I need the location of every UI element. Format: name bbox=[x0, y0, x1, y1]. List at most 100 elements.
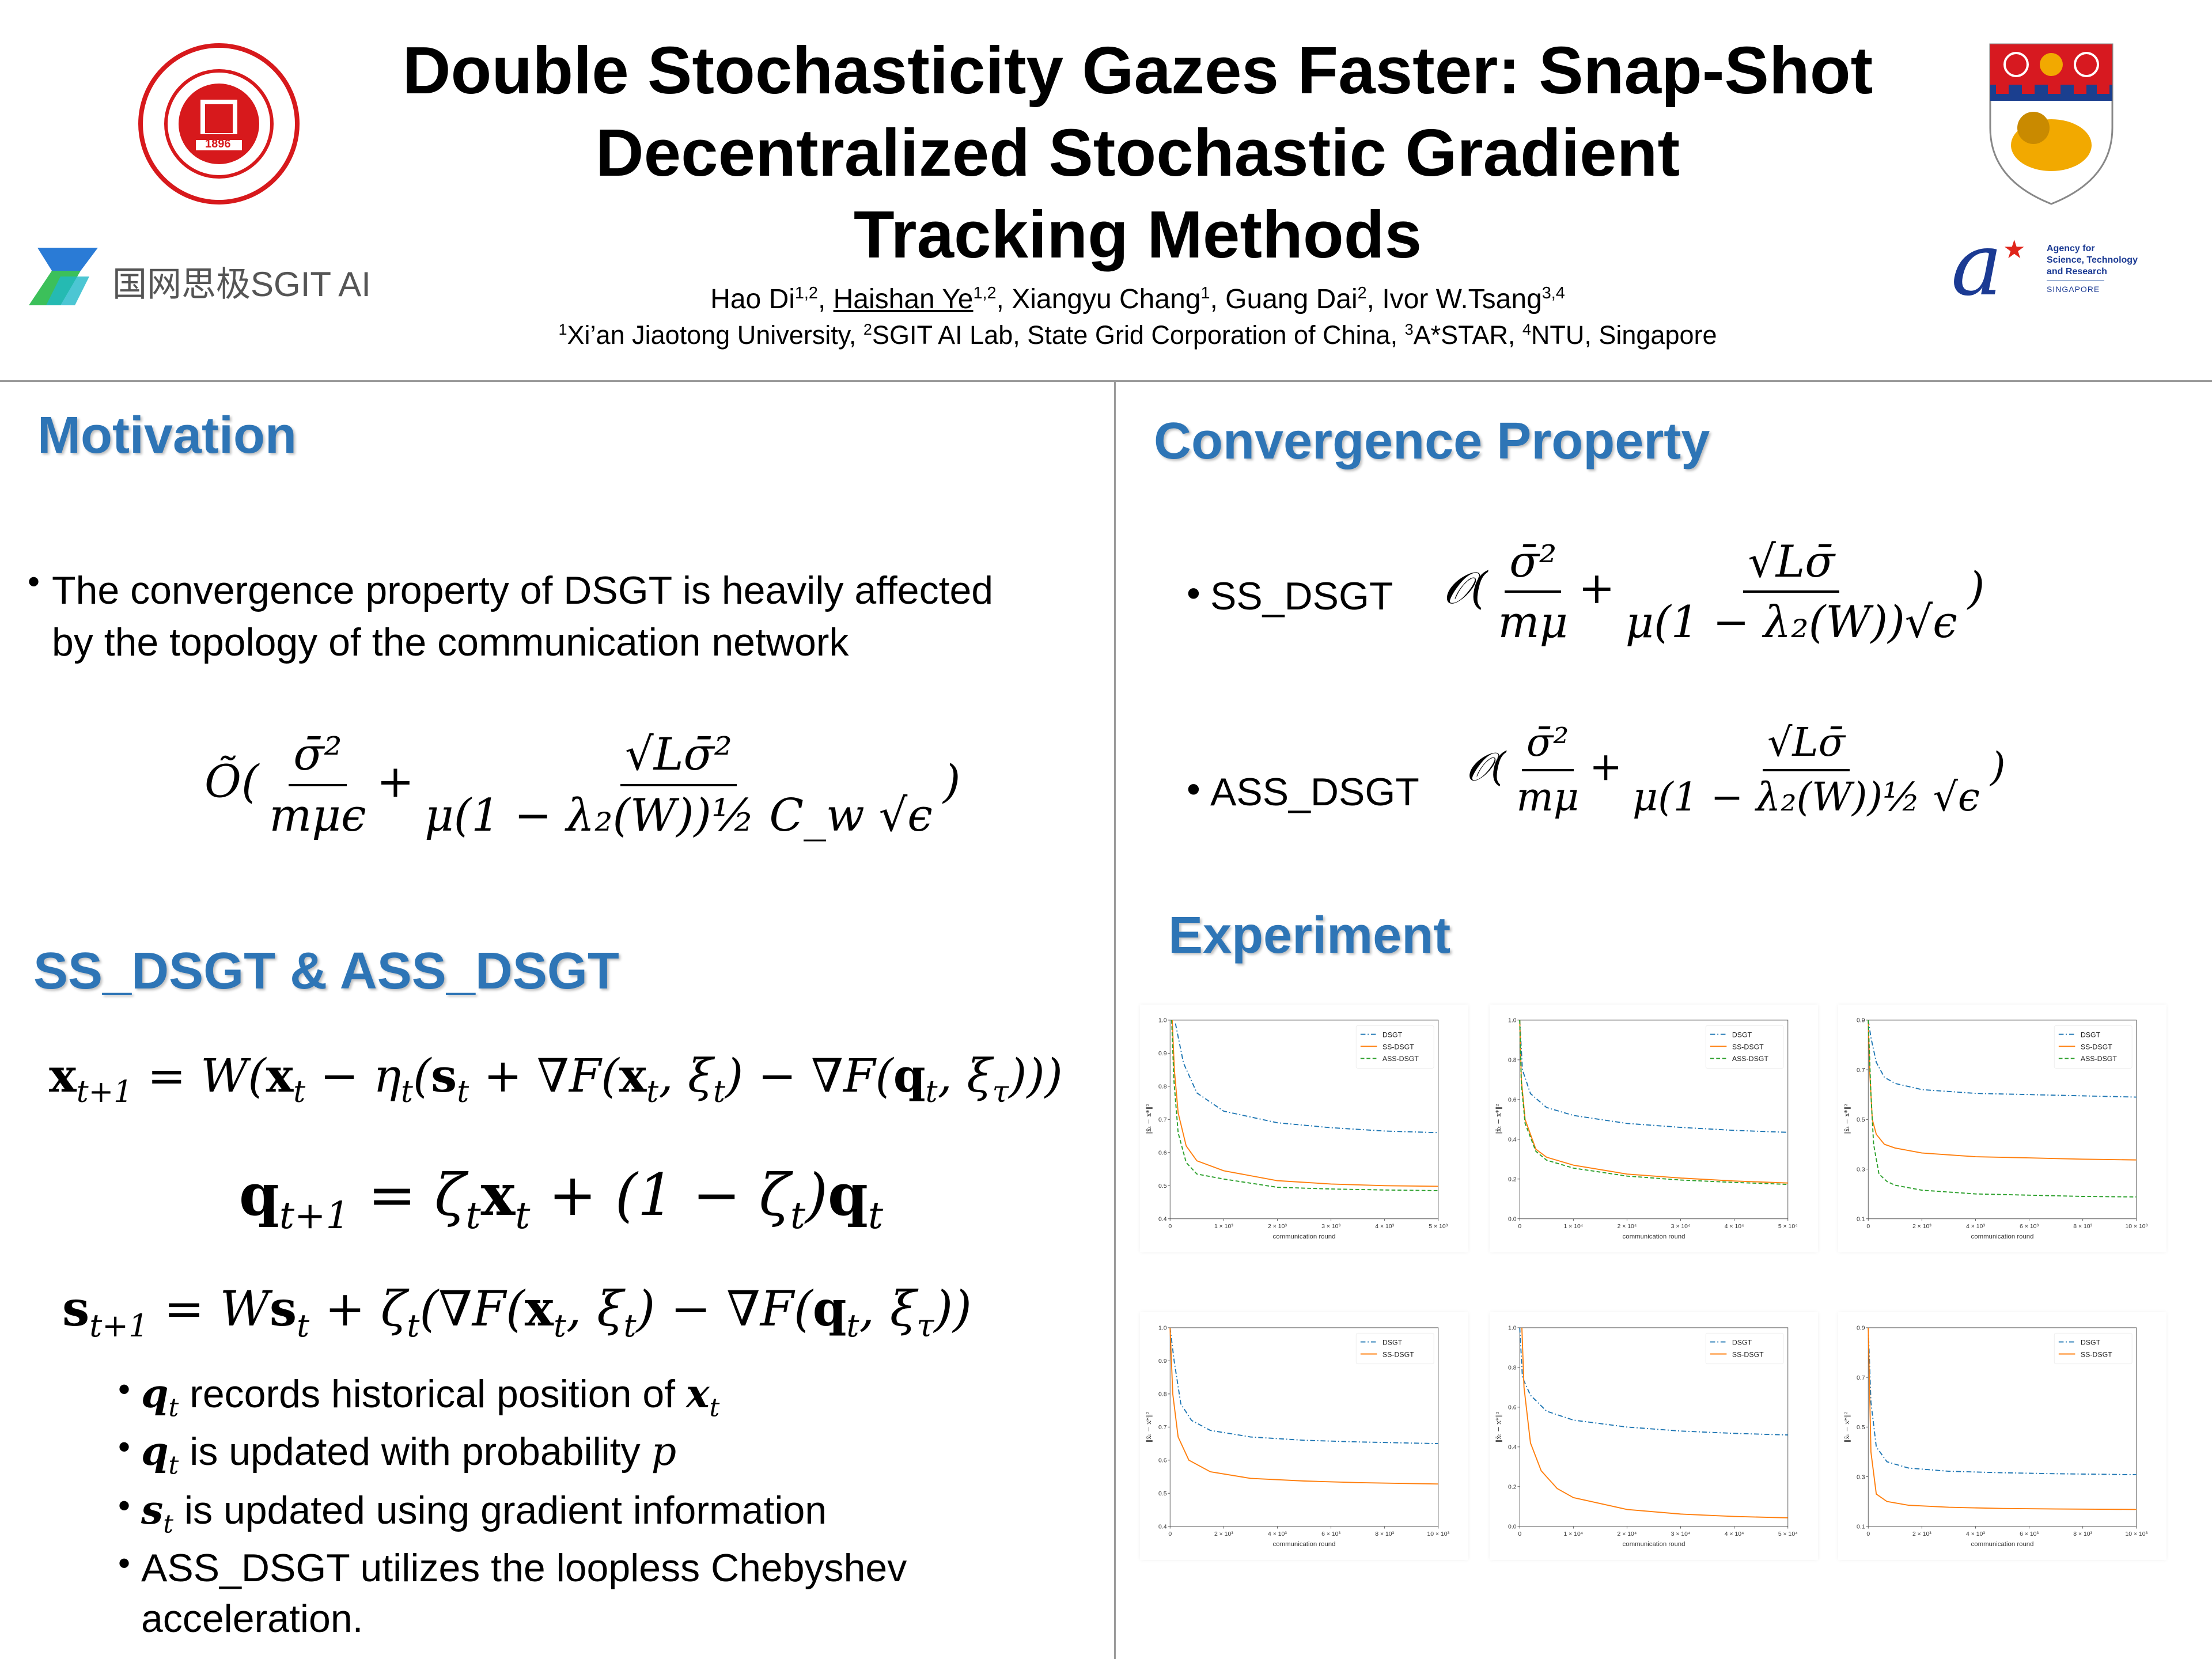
bullet-icon: • bbox=[28, 562, 40, 601]
x-tick-label: 5 × 10⁴ bbox=[1778, 1531, 1798, 1537]
methods-heading: SS_DSGT & ASS_DSGT bbox=[33, 942, 619, 1000]
x-tick-label: 2 × 10⁴ bbox=[1618, 1531, 1637, 1537]
y-tick-label: 0.2 bbox=[1508, 1484, 1517, 1491]
affiliation-number: 4 bbox=[1522, 321, 1531, 338]
x-tick-label: 4 × 10³ bbox=[1966, 1531, 1985, 1537]
y-tick-label: 0.4 bbox=[1508, 1445, 1517, 1451]
x-tick-label: 6 × 10³ bbox=[2020, 1531, 2039, 1537]
math-symbol: ) bbox=[805, 1161, 828, 1229]
x-tick-label: 6 × 10³ bbox=[1321, 1531, 1340, 1537]
legend-label: DSGT bbox=[2081, 1338, 2101, 1346]
plus-sign: + bbox=[376, 756, 415, 808]
series-line-dsgt bbox=[1169, 1327, 1438, 1445]
y-axis-label: ‖x̄ₜ − x*‖² bbox=[1494, 1411, 1502, 1442]
x-tick-label: 1 × 10⁴ bbox=[1563, 1531, 1583, 1537]
numerator: σ̄² bbox=[1521, 720, 1574, 771]
math-symbol: q bbox=[812, 1280, 847, 1337]
numerator: √Lσ̄ bbox=[1743, 536, 1840, 593]
math-subscript: t bbox=[709, 1393, 720, 1423]
plot-frame bbox=[1519, 1020, 1789, 1219]
convergence-formula: 𝒪(σ̄² mμ + √Lσ̄ μ(1 − λ₂(W))√ϵ) bbox=[1443, 536, 1984, 647]
series-line-ss-dsgt bbox=[1868, 1327, 2137, 1510]
y-tick-label: 0.6 bbox=[1508, 1097, 1517, 1104]
series-line-ss-dsgt bbox=[1521, 1327, 1788, 1518]
math-subscript: t bbox=[790, 1194, 805, 1237]
series-line-dsgt bbox=[1519, 1020, 1788, 1133]
x-axis-label: communication round bbox=[1623, 1233, 1685, 1240]
math-subscript: t+1 bbox=[76, 1075, 133, 1110]
math-symbol: x bbox=[685, 1371, 710, 1417]
math-symbol: q bbox=[239, 1161, 279, 1229]
text-segment: is updated with probability bbox=[179, 1430, 652, 1474]
x-tick-label: 2 × 10³ bbox=[1912, 1531, 1931, 1537]
astar-logo-mark: a bbox=[1951, 215, 2003, 315]
legend-label: SS-DSGT bbox=[1732, 1350, 1764, 1358]
y-tick-label: 0.5 bbox=[1857, 1117, 1865, 1123]
chart-svg: 0 1 × 10³ 2 × 10³ 3 × 10³ 4 × 10³ 5 × 10³ 0.4 0… bbox=[1145, 1018, 1448, 1240]
chart-svg: 0 2 × 10³ 4 × 10³ 6 × 10³ 8 × 10³ 10 × 10³ 0.4… bbox=[1145, 1325, 1450, 1548]
legend-label: ASS-DSGT bbox=[1732, 1055, 1769, 1063]
y-tick-label: 1.0 bbox=[1158, 1325, 1167, 1332]
separator: , bbox=[1210, 284, 1226, 315]
math-subscript: t bbox=[401, 1075, 413, 1110]
y-tick-label: 0.7 bbox=[1158, 1117, 1167, 1123]
y-tick-label: 0.7 bbox=[1857, 1067, 1865, 1074]
author-name: Xiangyu Chang bbox=[1012, 284, 1201, 315]
text-segment: ASS_DSGT utilizes the loopless Chebyshev bbox=[141, 1546, 907, 1590]
math-subscript: t bbox=[925, 1075, 938, 1110]
fraction: √Lσ̄² μ(1 − λ₂(W))½ C_w √ϵ bbox=[420, 729, 937, 842]
numerator: σ̄² bbox=[289, 729, 347, 786]
math-subscript: τ bbox=[916, 1307, 934, 1344]
y-tick-label: 0.6 bbox=[1508, 1405, 1517, 1411]
y-tick-label: 0.5 bbox=[1158, 1183, 1167, 1190]
denominator: mμ bbox=[1498, 596, 1568, 647]
experiment-chart-1: 0 1 × 10³ 2 × 10³ 3 × 10³ 4 × 10³ 5 × 10³ 0.4 0… bbox=[1140, 1005, 1468, 1252]
fraction: σ̄² mμϵ bbox=[264, 729, 370, 842]
x-tick-label: 0 bbox=[1866, 1224, 1870, 1230]
author-name: Guang Dai bbox=[1225, 284, 1358, 315]
math-symbol: + ∇F( bbox=[469, 1049, 619, 1103]
astar-line-3: and Research bbox=[2047, 267, 2107, 276]
denominator: mμ bbox=[1516, 775, 1580, 820]
x-tick-label: 6 × 10³ bbox=[2020, 1224, 2039, 1230]
formula-suffix: ) bbox=[1967, 562, 1985, 613]
experiment-chart-2: 0 1 × 10⁴ 2 × 10⁴ 3 × 10⁴ 4 × 10⁴ 5 × 10⁴ 0.0 0… bbox=[1490, 1005, 1818, 1252]
math-symbol: ) − ∇F( bbox=[636, 1281, 813, 1337]
legend-label: SS-DSGT bbox=[1382, 1043, 1414, 1051]
numerator: √Lσ̄ bbox=[1763, 720, 1850, 771]
x-axis-label: communication round bbox=[1273, 1541, 1336, 1548]
formula-prefix: Õ( bbox=[204, 756, 259, 808]
y-tick-label: 0.4 bbox=[1508, 1137, 1517, 1143]
y-tick-label: 1.0 bbox=[1508, 1018, 1517, 1024]
motivation-line-2: by the topology of the communication net… bbox=[52, 620, 849, 664]
bullet-icon: • bbox=[118, 1544, 131, 1582]
title-line-3: Tracking Methods bbox=[853, 197, 1422, 272]
formula-prefix: 𝒪( bbox=[1466, 744, 1506, 790]
bullet-icon: • bbox=[118, 1427, 131, 1466]
series-line-dsgt bbox=[1868, 1327, 2137, 1476]
affiliation-name: SGIT AI Lab, State Grid Corporation of C… bbox=[872, 320, 1405, 350]
formula-suffix: ) bbox=[1990, 744, 2006, 790]
math-symbol: (∇F( bbox=[419, 1281, 525, 1337]
text-segment: records historical position of bbox=[179, 1372, 686, 1416]
author-name: Hao Di bbox=[710, 284, 795, 315]
y-tick-label: 0.0 bbox=[1508, 1524, 1517, 1531]
y-tick-label: 0.6 bbox=[1158, 1458, 1167, 1464]
y-tick-label: 0.9 bbox=[1857, 1018, 1865, 1024]
x-tick-label: 10 × 10³ bbox=[2125, 1224, 2147, 1230]
legend-label: SS-DSGT bbox=[2081, 1043, 2112, 1051]
y-tick-label: 0.9 bbox=[1158, 1051, 1167, 1057]
bullet-icon: • bbox=[118, 1370, 131, 1408]
x-tick-label: 0 bbox=[1168, 1224, 1172, 1230]
affiliation-name: A*STAR, bbox=[1413, 320, 1522, 350]
affiliation-name: Xi’an Jiaotong University, bbox=[567, 320, 863, 350]
legend-box bbox=[1355, 1025, 1434, 1069]
formula-suffix: ) bbox=[942, 756, 961, 808]
math-subscript: t bbox=[297, 1307, 310, 1344]
math-subscript: t bbox=[515, 1194, 531, 1237]
y-tick-label: 0.1 bbox=[1857, 1217, 1865, 1223]
affiliation-number: 3 bbox=[1404, 321, 1414, 338]
y-tick-label: 0.8 bbox=[1508, 1058, 1517, 1064]
x-tick-label: 5 × 10³ bbox=[1429, 1224, 1448, 1230]
convergence-label: ASS_DSGT bbox=[1210, 770, 1419, 814]
